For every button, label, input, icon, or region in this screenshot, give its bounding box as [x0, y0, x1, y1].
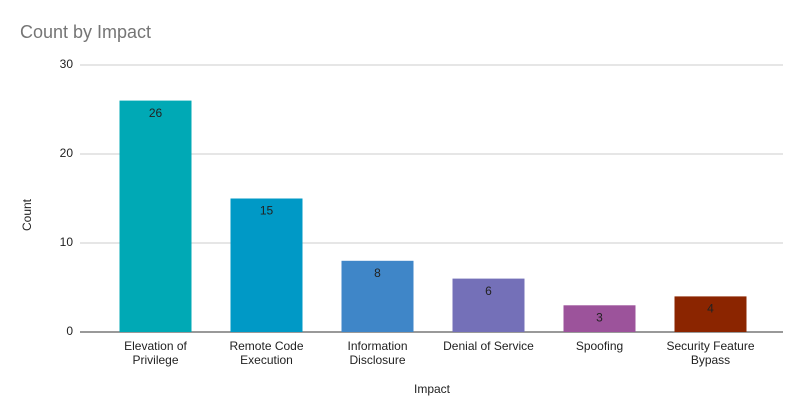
bar — [452, 278, 525, 332]
x-axis-label: Impact — [414, 382, 451, 396]
bar — [341, 260, 414, 332]
data-label: 8 — [374, 266, 381, 280]
x-tick-label: Information Disclosure — [347, 339, 408, 367]
x-tick-label: Elevation of Privilege — [124, 339, 187, 367]
y-tick-label: 10 — [60, 235, 74, 249]
x-tick-label: Security Feature Bypass — [666, 339, 755, 367]
x-tick-label: Spoofing — [575, 339, 624, 353]
data-label: 3 — [596, 310, 603, 324]
data-label: 4 — [707, 302, 714, 316]
data-label: 6 — [485, 284, 492, 298]
chart-title: Count by Impact — [20, 22, 151, 42]
bar — [230, 198, 303, 332]
bar — [119, 100, 192, 332]
y-axis-label: Count — [20, 198, 34, 231]
x-tick-label: Denial of Service — [443, 339, 534, 353]
bar — [674, 296, 747, 332]
bar — [563, 305, 636, 332]
data-label: 15 — [260, 204, 274, 218]
x-tick-label: Remote Code Execution — [229, 339, 304, 367]
y-tick-label: 30 — [60, 57, 74, 71]
y-tick-label: 0 — [66, 324, 73, 338]
data-label: 26 — [149, 106, 163, 120]
y-tick-label: 20 — [60, 146, 74, 160]
